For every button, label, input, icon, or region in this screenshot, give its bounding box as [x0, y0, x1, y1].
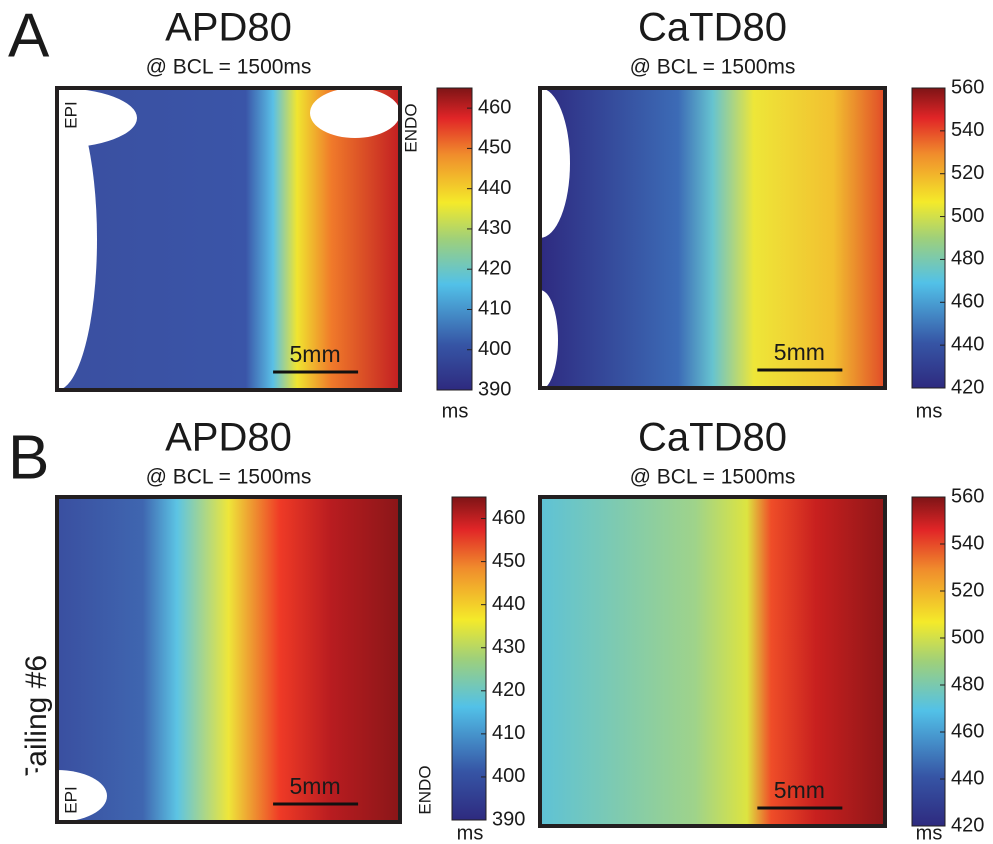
panel-letter: B	[8, 423, 49, 492]
map-frame	[55, 495, 402, 824]
colorbar-tick-label: 420	[478, 257, 511, 279]
map-frame	[538, 86, 887, 390]
panel-title: APD80	[165, 416, 292, 460]
colorbar-tick-label: 420	[951, 814, 984, 836]
colorbar-tick-label: 410	[492, 722, 525, 744]
colorbar-tick-label: 460	[478, 96, 511, 118]
colorbar-unit: ms	[442, 400, 469, 422]
heatmap	[540, 88, 885, 388]
colorbar-tick-label: 410	[478, 298, 511, 320]
colorbar-tick-label: 430	[492, 636, 525, 658]
colorbar-tick-label: 560	[951, 485, 984, 507]
endo-label: ENDO	[401, 103, 420, 152]
colorbar-tick-label: 500	[951, 626, 984, 648]
scale-label: 5mm	[290, 341, 341, 367]
scale-label: 5mm	[774, 777, 825, 803]
colorbar-tick-label: 460	[951, 291, 984, 313]
panel-letter: A	[8, 1, 50, 70]
colorbar-tick-label: 460	[951, 720, 984, 742]
colorbar	[436, 87, 473, 391]
panel-subtitle: @ BCL = 1500ms	[146, 56, 312, 79]
panel-title: CaTD80	[638, 6, 787, 50]
colorbar-tick-label: 450	[478, 137, 511, 159]
colorbar-tick-label: 520	[951, 162, 984, 184]
colorbar	[911, 87, 946, 389]
panel-title: APD80	[165, 6, 292, 50]
colorbar-tick-label: 440	[478, 177, 511, 199]
colorbar-tick-label: 520	[951, 579, 984, 601]
blank-region	[0, 88, 137, 148]
panel-subtitle: @ BCL = 1500ms	[630, 466, 796, 489]
row-label: Failing #6	[20, 655, 53, 785]
colorbar	[911, 496, 946, 827]
colorbar-tick-label: 460	[492, 507, 525, 529]
scale-label: 5mm	[290, 773, 341, 799]
colorbar-tick-label: 440	[951, 333, 984, 355]
epi-label: EPI	[61, 101, 80, 128]
colorbar-tick-label: 440	[492, 593, 525, 615]
epi-label: EPI	[61, 786, 80, 813]
panel-title: CaTD80	[638, 416, 787, 460]
colorbar	[451, 496, 487, 821]
colorbar-tick-label: 540	[951, 532, 984, 554]
colorbar-tick-label: 400	[478, 338, 511, 360]
panel-subtitle: @ BCL = 1500ms	[630, 56, 796, 79]
scale-label: 5mm	[774, 339, 825, 365]
colorbar-tick-label: 560	[951, 76, 984, 98]
heatmap	[57, 497, 400, 822]
colorbar-tick-label: 450	[492, 550, 525, 572]
colorbar-tick-label: 390	[478, 378, 511, 400]
colorbar-tick-label: 440	[951, 767, 984, 789]
panel-subtitle: @ BCL = 1500ms	[146, 466, 312, 489]
colorbar-tick-label: 500	[951, 205, 984, 227]
colorbar-tick-label: 420	[951, 376, 984, 398]
heatmap	[540, 497, 885, 826]
colorbar-tick-label: 480	[951, 673, 984, 695]
endo-label: ENDO	[415, 765, 434, 814]
colorbar-unit: ms	[457, 822, 484, 844]
colorbar-tick-label: 400	[492, 765, 525, 787]
colorbar-unit: ms	[916, 400, 943, 422]
colorbar-tick-label: 420	[492, 679, 525, 701]
map-frame	[538, 495, 887, 828]
colorbar-tick-label: 540	[951, 119, 984, 141]
map-frame	[55, 86, 402, 392]
blank-region	[310, 88, 400, 138]
colorbar-unit: ms	[916, 822, 943, 844]
colorbar-tick-label: 390	[492, 808, 525, 830]
colorbar-tick-label: 430	[478, 217, 511, 239]
colorbar-tick-label: 480	[951, 248, 984, 270]
